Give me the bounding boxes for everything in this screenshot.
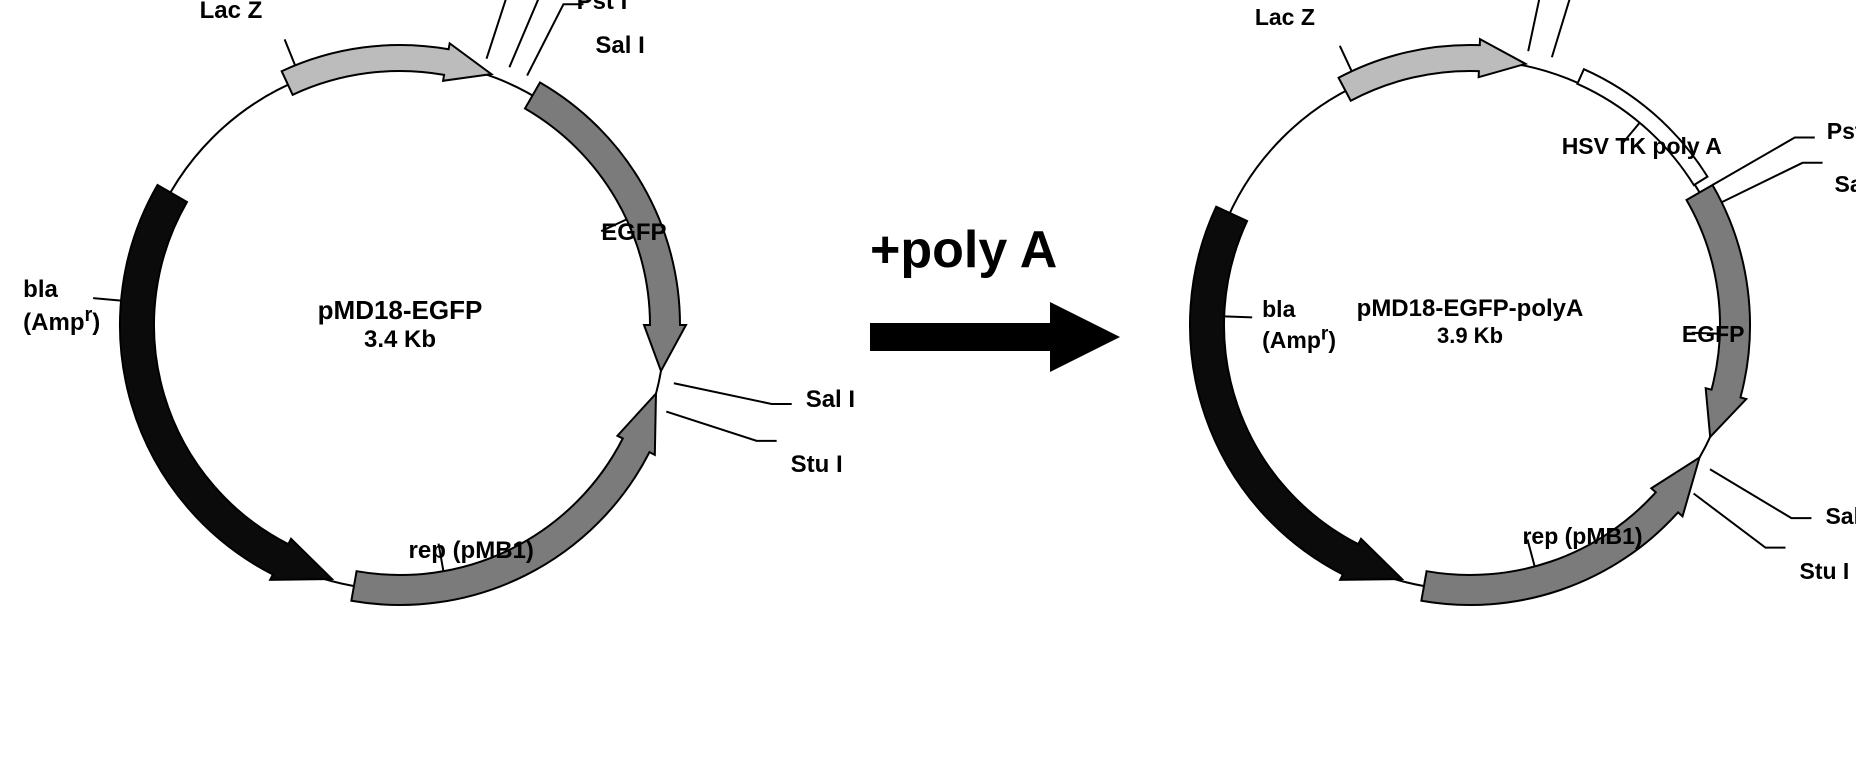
plasmid-right: pMD18-EGFP-polyA 3.9 Kb bla(Ampr) rep (pM… bbox=[1030, 0, 1856, 765]
site-pst1: Pst I bbox=[577, 0, 628, 16]
label-rep: rep (pMB1) bbox=[1522, 523, 1642, 550]
arc-lacz bbox=[1339, 39, 1526, 101]
label-egfp: EGFP bbox=[601, 219, 666, 247]
diagram-stage: pMD18-EGFP 3.4 Kb bla(Ampr) rep (pMB1) EGF… bbox=[0, 0, 1856, 651]
label-bla: bla(Ampr) bbox=[23, 276, 100, 337]
label-egfp: EGFP bbox=[1682, 321, 1745, 348]
leader-sal1a bbox=[527, 4, 583, 75]
leader-sal1a bbox=[1722, 163, 1823, 202]
site-pst1: Pst I bbox=[1827, 118, 1856, 145]
plasmid-left: pMD18-EGFP 3.4 Kb bla(Ampr) rep (pMB1) EGF… bbox=[0, 0, 840, 765]
label-lacz: Lac Z bbox=[200, 0, 263, 25]
leader-sal1b bbox=[1710, 469, 1811, 518]
label-polyA: HSV TK poly A bbox=[1562, 133, 1722, 160]
label-lacz: Lac Z bbox=[1255, 4, 1315, 31]
site-sal1a: Sal I bbox=[595, 32, 644, 60]
plasmid-left-title: pMD18-EGFP 3.4 Kb bbox=[260, 295, 540, 354]
label-rep: rep (pMB1) bbox=[409, 537, 534, 565]
plasmid-left-size: 3.4 Kb bbox=[260, 326, 540, 354]
site-sal1b: Sal I bbox=[806, 386, 855, 414]
site-stu1: Stu I bbox=[1799, 558, 1849, 585]
plasmid-right-name: pMD18-EGFP-polyA bbox=[1330, 295, 1610, 323]
arc-bla bbox=[1190, 207, 1402, 580]
leader-dra2 bbox=[1552, 0, 1598, 57]
arc-bla bbox=[120, 185, 332, 580]
plasmid-right-size: 3.9 Kb bbox=[1330, 323, 1610, 349]
arc-polyA bbox=[1577, 69, 1707, 185]
site-stu1: Stu I bbox=[791, 451, 843, 479]
label-bla: bla(Ampr) bbox=[1262, 296, 1336, 354]
site-sal1b: Sal I bbox=[1825, 503, 1856, 530]
leader-stu1 bbox=[666, 412, 776, 441]
arc-egfp bbox=[1687, 185, 1750, 437]
arc-rep bbox=[351, 394, 656, 605]
leader-hind3 bbox=[487, 0, 538, 59]
leader-hind3 bbox=[1528, 0, 1569, 51]
site-dra2: Dra II bbox=[1610, 0, 1668, 5]
plasmid-right-title: pMD18-EGFP-polyA 3.9 Kb bbox=[1330, 295, 1610, 349]
arc-lacz bbox=[282, 43, 492, 94]
leader-stu1 bbox=[1694, 494, 1786, 548]
site-sal1a: Sal I bbox=[1835, 171, 1856, 198]
leader-pst1 bbox=[1712, 138, 1814, 186]
leader-sal1b bbox=[674, 383, 792, 404]
plasmid-left-name: pMD18-EGFP bbox=[260, 295, 540, 326]
